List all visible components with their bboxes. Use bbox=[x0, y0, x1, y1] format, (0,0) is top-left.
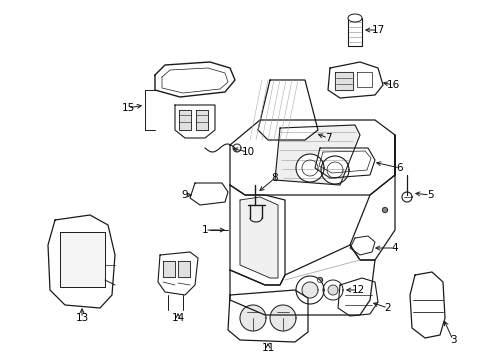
Polygon shape bbox=[155, 62, 235, 97]
Polygon shape bbox=[349, 135, 394, 260]
Polygon shape bbox=[349, 236, 374, 255]
Polygon shape bbox=[302, 282, 317, 298]
Polygon shape bbox=[178, 261, 190, 277]
Polygon shape bbox=[382, 207, 386, 212]
Polygon shape bbox=[60, 232, 105, 287]
Polygon shape bbox=[240, 197, 278, 278]
Text: 12: 12 bbox=[351, 285, 364, 295]
Text: 2: 2 bbox=[384, 303, 390, 313]
Polygon shape bbox=[240, 305, 265, 331]
Polygon shape bbox=[274, 125, 359, 185]
Polygon shape bbox=[175, 105, 215, 138]
Polygon shape bbox=[227, 290, 307, 342]
Text: 14: 14 bbox=[171, 313, 184, 323]
Polygon shape bbox=[196, 110, 207, 130]
Polygon shape bbox=[269, 305, 295, 331]
Polygon shape bbox=[320, 156, 348, 184]
Polygon shape bbox=[314, 148, 374, 178]
Polygon shape bbox=[158, 252, 198, 295]
Polygon shape bbox=[258, 80, 317, 140]
Text: 16: 16 bbox=[386, 80, 399, 90]
Text: 9: 9 bbox=[182, 190, 188, 200]
Polygon shape bbox=[317, 278, 322, 283]
Ellipse shape bbox=[347, 14, 361, 22]
Polygon shape bbox=[295, 276, 324, 304]
Polygon shape bbox=[327, 285, 337, 295]
Polygon shape bbox=[163, 261, 175, 277]
Polygon shape bbox=[327, 62, 382, 98]
Polygon shape bbox=[347, 18, 361, 46]
Text: 8: 8 bbox=[271, 173, 278, 183]
Text: 17: 17 bbox=[370, 25, 384, 35]
Text: 7: 7 bbox=[324, 133, 331, 143]
Text: 5: 5 bbox=[426, 190, 432, 200]
Text: 6: 6 bbox=[396, 163, 403, 173]
Text: 4: 4 bbox=[391, 243, 398, 253]
Polygon shape bbox=[337, 278, 377, 316]
Polygon shape bbox=[295, 154, 324, 182]
Polygon shape bbox=[229, 245, 374, 315]
Polygon shape bbox=[179, 110, 191, 130]
Polygon shape bbox=[232, 144, 241, 152]
Text: 10: 10 bbox=[241, 147, 254, 157]
Polygon shape bbox=[190, 183, 227, 205]
Polygon shape bbox=[229, 120, 394, 195]
Polygon shape bbox=[334, 72, 352, 90]
Text: 15: 15 bbox=[121, 103, 134, 113]
Polygon shape bbox=[323, 280, 342, 300]
Text: 3: 3 bbox=[449, 335, 455, 345]
Polygon shape bbox=[401, 192, 411, 202]
Text: 13: 13 bbox=[75, 313, 88, 323]
Text: 1: 1 bbox=[201, 225, 208, 235]
Polygon shape bbox=[229, 185, 285, 285]
Text: 11: 11 bbox=[261, 343, 274, 353]
Polygon shape bbox=[48, 215, 115, 308]
Polygon shape bbox=[409, 272, 444, 338]
